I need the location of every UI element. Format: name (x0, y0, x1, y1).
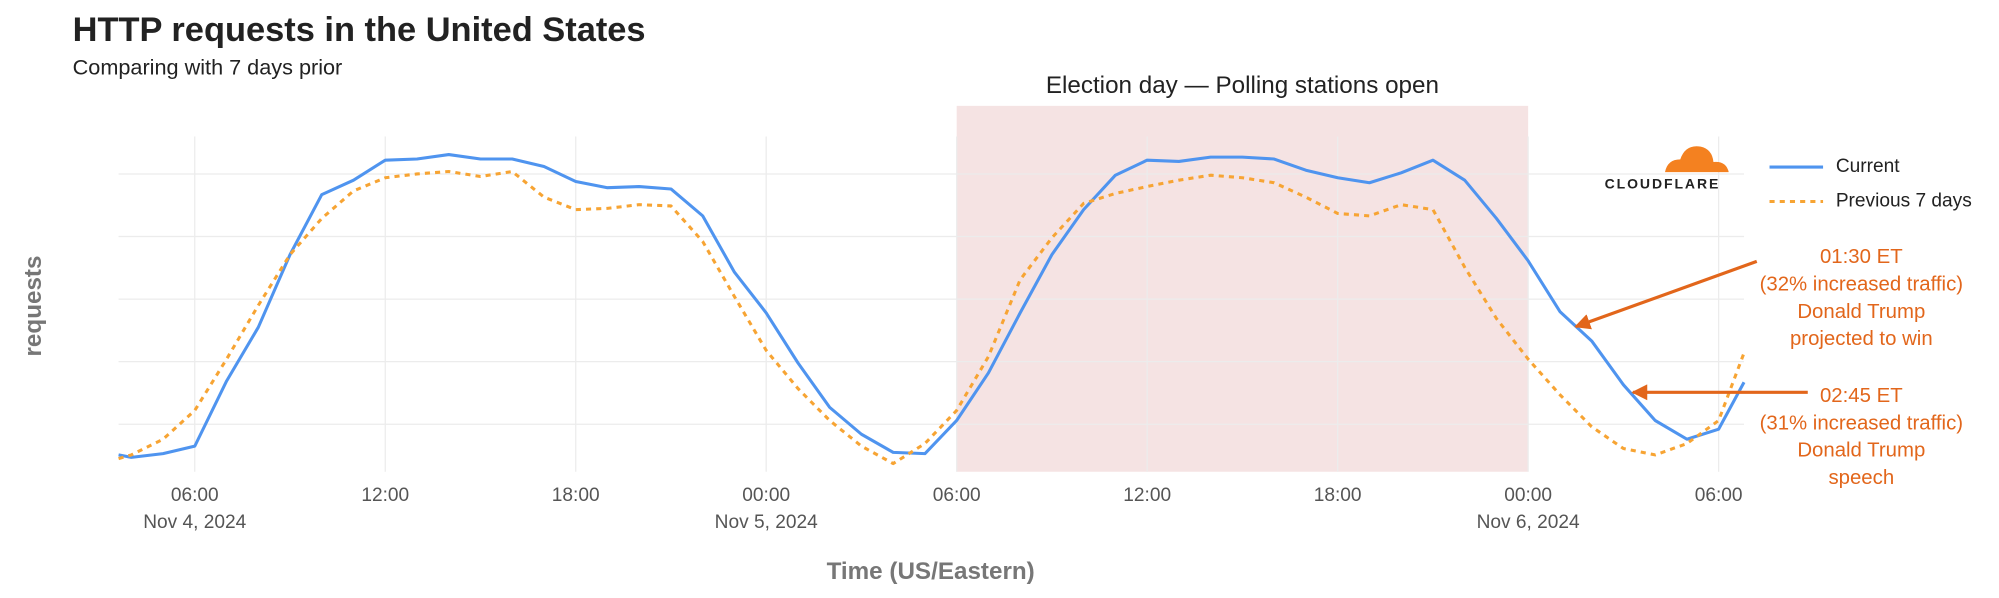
annotation-text: 02:45 ET (1820, 385, 1903, 407)
logo: CLOUDFLARE (1605, 146, 1729, 192)
legend-label: Current (1836, 156, 1900, 177)
x-tick-label: 06:00 (171, 485, 219, 506)
x-tick-label: 00:00 (1504, 485, 1552, 506)
x-date-label: Nov 4, 2024 (143, 512, 246, 533)
x-tick-label: 12:00 (1123, 485, 1171, 506)
annotation-text: Donald Trump (1797, 301, 1925, 323)
logo-cloud (1664, 146, 1729, 173)
x-tick-label: 06:00 (1695, 485, 1743, 506)
chart-title: HTTP requests in the United States (73, 11, 646, 49)
annotation-text: (32% increased traffic) (1760, 273, 1963, 295)
chart-subtitle: Comparing with 7 days prior (73, 55, 343, 80)
x-tick-label: 18:00 (1314, 485, 1362, 506)
x-tick-label: 18:00 (552, 485, 600, 506)
x-date-label: Nov 5, 2024 (715, 512, 818, 533)
y-axis-label: requests (20, 256, 47, 357)
x-axis-label: Time (US/Eastern) (827, 558, 1035, 585)
highlight-label: Election day — Polling stations open (1046, 72, 1439, 99)
x-date-label: Nov 6, 2024 (1477, 512, 1580, 533)
x-tick-label: 00:00 (742, 485, 790, 506)
highlight-band (956, 105, 1529, 472)
x-tick-label: 12:00 (361, 485, 409, 506)
annotation-text: (31% increased traffic) (1760, 412, 1963, 434)
legend-label: Previous 7 days (1836, 191, 1972, 212)
series-line (118, 153, 1746, 459)
logo-text: CLOUDFLARE (1605, 176, 1721, 192)
annotation-text: Donald Trump (1797, 440, 1925, 462)
annotation-text: 01:30 ET (1820, 246, 1903, 268)
series-line (118, 169, 1746, 466)
annotation-arrow (1574, 259, 1758, 330)
annotation-text: speech (1828, 467, 1894, 489)
x-tick-label: 06:00 (933, 485, 981, 506)
annotation-text: projected to win (1790, 328, 1933, 350)
